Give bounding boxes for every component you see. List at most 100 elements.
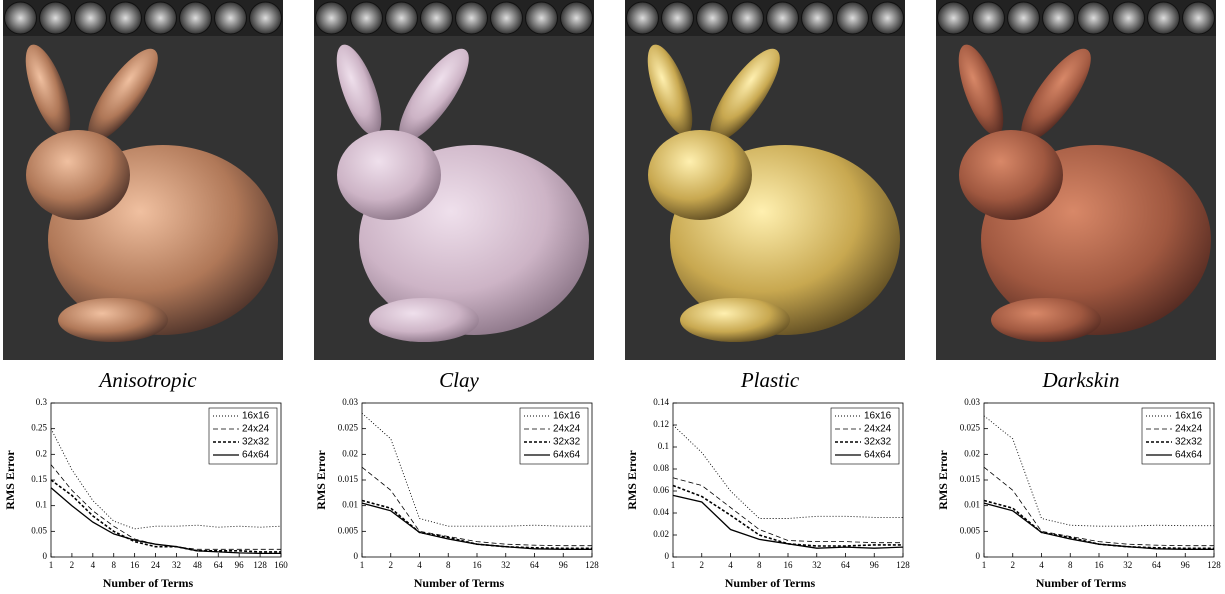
x-tick-label: 4 — [91, 560, 96, 570]
x-tick-label: 1 — [671, 560, 676, 570]
thumbnail — [767, 2, 799, 34]
y-tick-label: 0.15 — [31, 474, 47, 484]
thumbnail — [662, 2, 694, 34]
series-line — [984, 503, 1214, 549]
legend-label: 16x16 — [864, 411, 892, 422]
y-tick-label: 0.01 — [342, 500, 358, 510]
x-tick-label: 8 — [111, 560, 116, 570]
thumbnail — [1008, 2, 1040, 34]
x-tick-label: 16 — [130, 560, 140, 570]
series-line — [984, 501, 1214, 549]
y-axis-label: RMS Error — [936, 450, 950, 510]
legend-label: 16x16 — [1175, 411, 1203, 422]
legend-label: 64x64 — [242, 450, 270, 461]
thumbnail — [1183, 2, 1215, 34]
thumbnail — [1148, 2, 1180, 34]
y-tick-label: 0.06 — [653, 485, 669, 495]
thumbnail — [491, 2, 523, 34]
bunny-foot — [991, 298, 1101, 342]
thumbnail — [316, 2, 348, 34]
x-tick-label: 2 — [700, 560, 705, 570]
legend-label: 64x64 — [1175, 450, 1203, 461]
y-tick-label: 0.01 — [964, 500, 980, 510]
x-tick-label: 8 — [757, 560, 762, 570]
y-tick-label: 0.1 — [36, 500, 47, 510]
thumbnail — [180, 2, 212, 34]
x-tick-label: 48 — [193, 560, 203, 570]
y-tick-label: 0.12 — [653, 419, 669, 429]
series-line — [362, 503, 592, 549]
y-tick-label: 0.02 — [342, 448, 358, 458]
y-tick-label: 0.2 — [36, 448, 47, 458]
thumbnail — [456, 2, 488, 34]
legend-label: 32x32 — [553, 437, 581, 448]
x-tick-label: 128 — [1207, 560, 1221, 570]
series-line — [362, 467, 592, 546]
legend-label: 16x16 — [242, 411, 270, 422]
bunny-foot — [369, 298, 479, 342]
x-tick-label: 96 — [235, 560, 245, 570]
x-tick-label: 1 — [360, 560, 365, 570]
y-tick-label: 0.04 — [653, 507, 669, 517]
series-line — [673, 486, 903, 547]
x-tick-label: 1 — [982, 560, 987, 570]
thumbnail — [837, 2, 869, 34]
y-tick-label: 0.3 — [36, 397, 48, 407]
chart-title: Plastic — [740, 368, 800, 392]
x-tick-label: 96 — [559, 560, 569, 570]
y-axis-label: RMS Error — [314, 450, 328, 510]
y-tick-label: 0.25 — [31, 423, 47, 433]
x-tick-label: 24 — [151, 560, 161, 570]
thumbnail — [802, 2, 834, 34]
thumbnail — [938, 2, 970, 34]
thumbnail — [561, 2, 593, 34]
x-tick-label: 160 — [274, 560, 288, 570]
x-tick-label: 64 — [1152, 560, 1162, 570]
figure: Anisotropic00.050.10.150.20.250.31248162… — [0, 0, 1225, 594]
legend-label: 24x24 — [553, 424, 581, 435]
y-tick-label: 0.015 — [338, 474, 359, 484]
series-line — [673, 478, 903, 543]
y-tick-label: 0.02 — [964, 448, 980, 458]
x-tick-label: 2 — [70, 560, 75, 570]
bunny-foot — [680, 298, 790, 342]
legend-label: 32x32 — [242, 437, 270, 448]
legend-label: 16x16 — [553, 411, 581, 422]
legend-label: 24x24 — [242, 424, 270, 435]
bunny-foot — [58, 298, 168, 342]
x-tick-label: 128 — [253, 560, 267, 570]
x-tick-label: 8 — [1068, 560, 1073, 570]
thumbnail — [215, 2, 247, 34]
thumbnail — [872, 2, 904, 34]
x-tick-label: 4 — [417, 560, 422, 570]
legend-label: 32x32 — [864, 437, 892, 448]
x-tick-label: 4 — [1039, 560, 1044, 570]
legend-label: 24x24 — [864, 424, 892, 435]
thumbnail — [973, 2, 1005, 34]
y-tick-label: 0.025 — [960, 423, 981, 433]
y-tick-label: 0.005 — [960, 525, 981, 535]
chart-title: Clay — [439, 368, 479, 392]
x-axis-label: Number of Terms — [725, 576, 816, 590]
legend-label: 24x24 — [1175, 424, 1203, 435]
x-tick-label: 16 — [1095, 560, 1105, 570]
x-tick-label: 1 — [49, 560, 54, 570]
thumbnail — [40, 2, 72, 34]
x-tick-label: 32 — [1123, 560, 1132, 570]
y-tick-label: 0.1 — [658, 441, 669, 451]
x-tick-label: 4 — [728, 560, 733, 570]
y-tick-label: 0.05 — [31, 525, 47, 535]
x-tick-label: 16 — [784, 560, 794, 570]
y-tick-label: 0.015 — [960, 474, 981, 484]
bunny-head — [959, 130, 1063, 220]
x-tick-label: 64 — [530, 560, 540, 570]
series-line — [51, 465, 281, 550]
thumbnail — [421, 2, 453, 34]
y-tick-label: 0.08 — [653, 463, 669, 473]
x-tick-label: 8 — [446, 560, 451, 570]
thumbnail — [351, 2, 383, 34]
y-tick-label: 0 — [976, 551, 981, 561]
thumbnail — [732, 2, 764, 34]
x-axis-label: Number of Terms — [103, 576, 194, 590]
x-tick-label: 2 — [389, 560, 394, 570]
